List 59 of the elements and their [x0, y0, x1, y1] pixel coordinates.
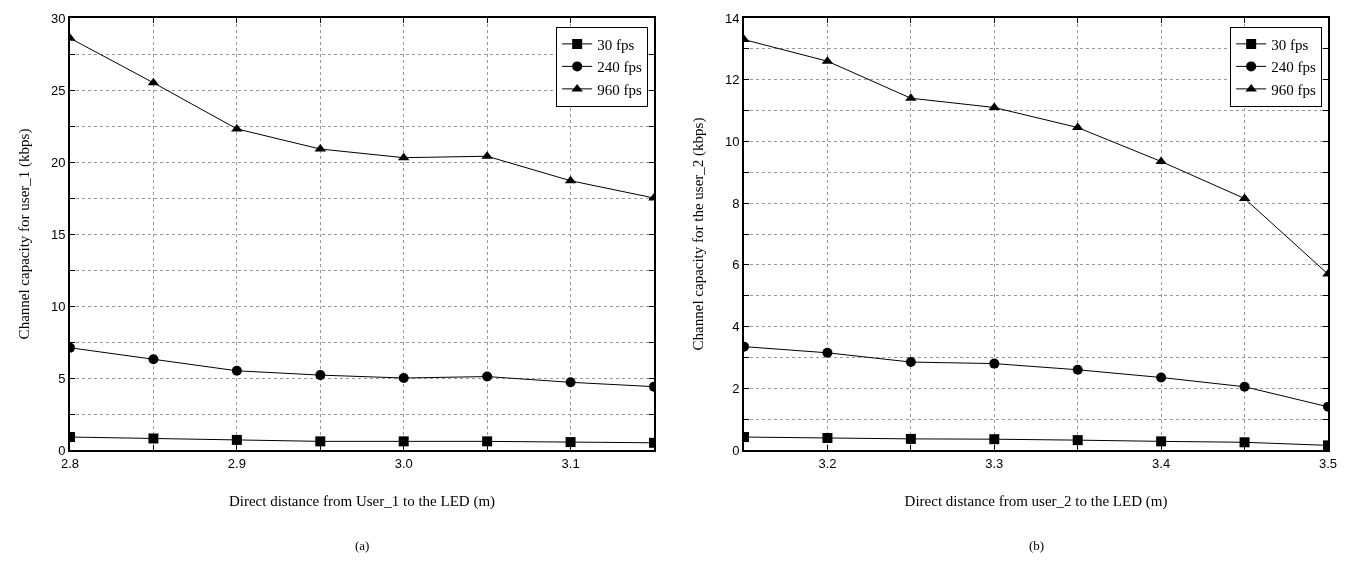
point — [822, 432, 833, 443]
point — [1239, 437, 1250, 448]
x-tick-label: 3.0 — [394, 455, 413, 471]
y-tick-label: 25 — [50, 82, 66, 98]
point — [315, 436, 326, 447]
point — [905, 433, 916, 444]
y-tick-label: 15 — [50, 226, 66, 242]
point — [822, 347, 833, 358]
y-tick-label: 12 — [724, 72, 740, 88]
y-tick-label: 2 — [732, 380, 740, 396]
x-tick-label: 3.1 — [561, 455, 580, 471]
legend-label: 240 fps — [597, 59, 642, 76]
point — [482, 371, 493, 382]
text: (b) — [1029, 538, 1045, 553]
y-tick-label: 10 — [50, 298, 66, 314]
point — [148, 354, 159, 365]
point — [1072, 435, 1083, 446]
x-tick-label: 3.3 — [985, 455, 1004, 471]
point — [905, 357, 916, 368]
point — [398, 436, 409, 447]
x-axis-title: Direct distance from User_1 to the LED (m) — [228, 493, 496, 510]
y-tick-label: 6 — [732, 257, 740, 273]
y-tick-label: 4 — [732, 319, 740, 335]
x-tick-label: 2.8 — [60, 455, 80, 471]
y-axis-title: Channel capacity for the user_2 (kbps) — [690, 117, 707, 351]
point — [231, 434, 242, 445]
point — [1072, 364, 1083, 375]
point — [565, 377, 576, 388]
x-tick-label: 2.9 — [227, 455, 246, 471]
y-tick-label: 0 — [58, 442, 66, 458]
point — [1156, 436, 1167, 447]
point — [565, 437, 576, 448]
text: (a) — [355, 538, 370, 553]
point — [1239, 381, 1250, 392]
y-tick-label: 20 — [50, 154, 66, 170]
y-tick-label: 14 — [724, 10, 740, 26]
x-axis-title: Direct distance from user_2 to the LED (m) — [904, 493, 1168, 510]
x-tick-label: 3.2 — [818, 455, 837, 471]
legend-label: 240 fps — [1271, 59, 1316, 76]
point — [398, 373, 409, 383]
legend-label: 960 fps — [597, 81, 642, 98]
y-axis-title: Channel capacity for user_1 (kbps) — [16, 128, 33, 340]
point — [1156, 372, 1167, 383]
legend-label: 30 fps — [1271, 36, 1309, 53]
point — [315, 370, 326, 381]
point — [148, 433, 159, 444]
point — [482, 436, 493, 447]
y-tick-label: 5 — [58, 370, 66, 386]
point — [989, 358, 1000, 369]
point — [989, 434, 1000, 445]
point — [231, 365, 242, 376]
y-tick-label: 0 — [732, 442, 740, 458]
legend-label: 30 fps — [597, 36, 635, 53]
y-tick-label: 10 — [724, 133, 740, 149]
legend-label: 960 fps — [1271, 81, 1316, 98]
x-tick-label: 3.4 — [1152, 455, 1171, 471]
x-tick-label: 3.5 — [1318, 455, 1338, 471]
y-tick-label: 30 — [50, 10, 66, 26]
y-tick-label: 8 — [732, 195, 740, 211]
